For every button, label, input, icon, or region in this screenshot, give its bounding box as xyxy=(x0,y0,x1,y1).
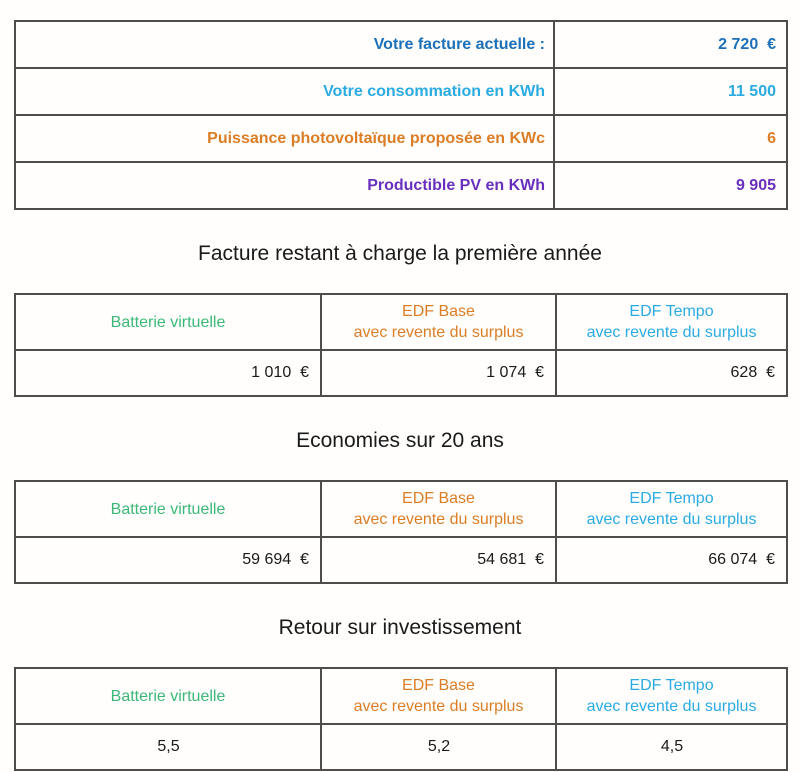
summary-label: Votre consommation en KWh xyxy=(14,67,555,116)
column-header-sublabel: avec revente du surplus xyxy=(586,324,757,341)
summary-table: Votre facture actuelle : 2 720 € Votre c… xyxy=(14,20,788,210)
column-header-label: EDF Base xyxy=(402,303,475,320)
column-header: EDF Tempo avec revente du surplus xyxy=(555,480,788,538)
value-cell: 5,5 xyxy=(14,723,322,771)
column-header-sublabel: avec revente du surplus xyxy=(353,511,524,528)
summary-value: 9 905 xyxy=(553,161,788,210)
value-cell: 5,2 xyxy=(320,723,557,771)
column-header: EDF Tempo avec revente du surplus xyxy=(555,667,788,725)
summary-value: 11 500 xyxy=(553,67,788,116)
value-cell: 66 074 € xyxy=(555,536,788,584)
table-row: Votre facture actuelle : 2 720 € xyxy=(14,20,788,69)
value-cell: 59 694 € xyxy=(14,536,322,584)
column-header-label: EDF Base xyxy=(402,677,475,694)
table-row: Votre consommation en KWh 11 500 xyxy=(14,67,788,116)
column-header: EDF Base avec revente du surplus xyxy=(320,293,557,351)
comparison-table-first-year: Batterie virtuelle EDF Base avec revente… xyxy=(14,293,788,397)
summary-label: Puissance photovoltaïque proposée en KWc xyxy=(14,114,555,163)
column-header: Batterie virtuelle xyxy=(14,667,322,725)
section-heading: Retour sur investissement xyxy=(278,616,522,639)
comparison-table-roi: Batterie virtuelle EDF Base avec revente… xyxy=(14,667,788,771)
value-cell: 1 074 € xyxy=(320,349,557,397)
column-header-label: Batterie virtuelle xyxy=(110,313,226,331)
comparison-table-savings: Batterie virtuelle EDF Base avec revente… xyxy=(14,480,788,584)
table-header-row: Batterie virtuelle EDF Base avec revente… xyxy=(14,667,788,725)
summary-value: 2 720 € xyxy=(553,20,788,69)
table-header-row: Batterie virtuelle EDF Base avec revente… xyxy=(14,293,788,351)
summary-value: 6 xyxy=(553,114,788,163)
value-cell: 4,5 xyxy=(555,723,788,771)
column-header-sublabel: avec revente du surplus xyxy=(586,511,757,528)
column-header-label: EDF Tempo xyxy=(629,677,714,694)
table-value-row: 59 694 € 54 681 € 66 074 € xyxy=(14,536,788,584)
table-row: Productible PV en KWh 9 905 xyxy=(14,161,788,210)
table-value-row: 1 010 € 1 074 € 628 € xyxy=(14,349,788,397)
table-header-row: Batterie virtuelle EDF Base avec revente… xyxy=(14,480,788,538)
column-header-label: Batterie virtuelle xyxy=(110,500,226,518)
column-header: EDF Base avec revente du surplus xyxy=(320,667,557,725)
table-row: Puissance photovoltaïque proposée en KWc… xyxy=(14,114,788,163)
column-header-sublabel: avec revente du surplus xyxy=(586,698,757,715)
section-heading: Economies sur 20 ans xyxy=(296,429,504,452)
table-value-row: 5,5 5,2 4,5 xyxy=(14,723,788,771)
column-header-label: EDF Tempo xyxy=(629,490,714,507)
value-cell: 54 681 € xyxy=(320,536,557,584)
column-header-label: Batterie virtuelle xyxy=(110,687,226,705)
column-header: EDF Base avec revente du surplus xyxy=(320,480,557,538)
column-header-sublabel: avec revente du surplus xyxy=(353,698,524,715)
column-header-label: EDF Tempo xyxy=(629,303,714,320)
summary-label: Productible PV en KWh xyxy=(14,161,555,210)
column-header: Batterie virtuelle xyxy=(14,293,322,351)
summary-label: Votre facture actuelle : xyxy=(14,20,555,69)
column-header: Batterie virtuelle xyxy=(14,480,322,538)
column-header-label: EDF Base xyxy=(402,490,475,507)
column-header-sublabel: avec revente du surplus xyxy=(353,324,524,341)
column-header: EDF Tempo avec revente du surplus xyxy=(555,293,788,351)
value-cell: 1 010 € xyxy=(14,349,322,397)
value-cell: 628 € xyxy=(555,349,788,397)
section-heading: Facture restant à charge la première ann… xyxy=(198,242,602,265)
